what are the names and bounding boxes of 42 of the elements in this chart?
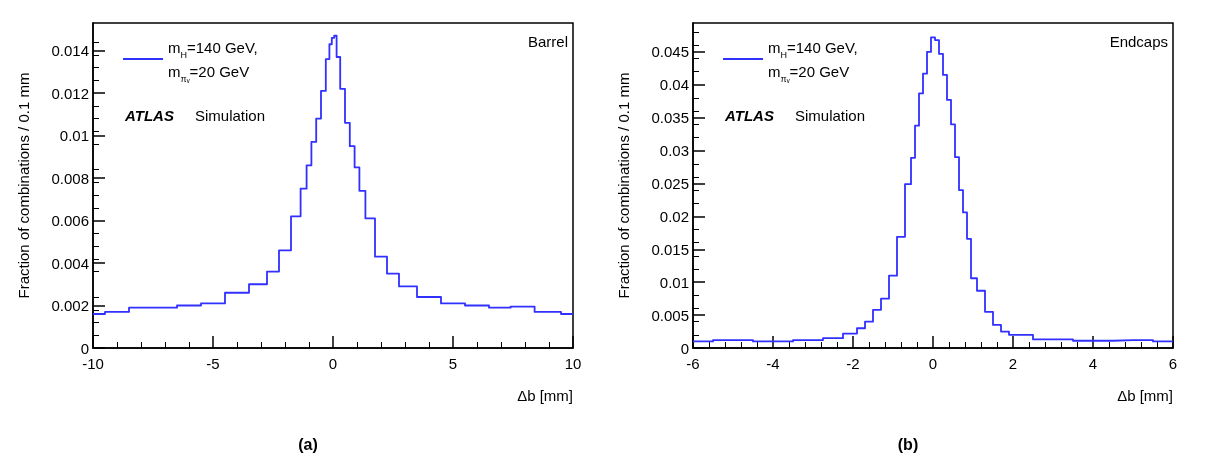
x-tick-label: -6 xyxy=(686,355,700,372)
y-axis-title: Fraction of combinations / 0.1 mm xyxy=(15,72,32,299)
y-tick-label: 0.004 xyxy=(51,254,89,272)
x-tick-label: 0 xyxy=(328,355,338,372)
x-tick-label: -5 xyxy=(206,355,220,372)
x-tick-label: 4 xyxy=(1088,355,1098,372)
y-tick-label: 0.01 xyxy=(59,127,89,145)
x-tick-label: -10 xyxy=(82,355,104,372)
y-tick-label: 0.035 xyxy=(651,109,689,127)
x-tick-label: 2 xyxy=(1008,355,1018,372)
y-axis-title: Fraction of combinations / 0.1 mm xyxy=(615,72,632,299)
x-axis-title: Δb [mm] xyxy=(517,387,573,404)
y-tick-label: 0.04 xyxy=(659,76,689,94)
y-tick-label: 0 xyxy=(80,339,89,357)
text: (b) xyxy=(897,435,919,453)
y-tick-label: 0.012 xyxy=(51,84,89,102)
y-tick-label: 0.006 xyxy=(51,212,89,230)
annotation: ATLAS xyxy=(724,107,774,124)
x-tick-label: 5 xyxy=(448,355,458,372)
y-tick-label: 0.02 xyxy=(659,207,689,225)
x-tick-label: 6 xyxy=(1168,355,1178,372)
y-tick-label: 0.03 xyxy=(659,142,689,160)
annotation: Simulation xyxy=(195,107,266,124)
y-tick-label: 0 xyxy=(680,339,689,357)
y-tick-label: 0.01 xyxy=(659,273,689,291)
x-tick-label: -2 xyxy=(846,355,860,372)
x-tick-label: -4 xyxy=(766,355,780,372)
annotation: Barrel xyxy=(527,33,568,50)
x-tick-label: 10 xyxy=(564,355,582,372)
annotation: ATLAS xyxy=(124,107,174,124)
y-tick-label: 0.025 xyxy=(651,175,689,193)
y-tick-label: 0.045 xyxy=(651,43,689,61)
annotation: Endcaps xyxy=(1109,33,1168,50)
x-tick-label: 0 xyxy=(928,355,938,372)
x-axis-title: Δb [mm] xyxy=(1117,387,1173,404)
text: (a) xyxy=(298,435,318,453)
y-tick-label: 0.002 xyxy=(51,297,89,315)
y-tick-label: 0.005 xyxy=(651,306,689,324)
y-tick-label: 0.014 xyxy=(51,42,89,60)
annotation: Simulation xyxy=(795,107,866,124)
y-tick-label: 0.015 xyxy=(651,240,689,258)
y-tick-label: 0.008 xyxy=(51,169,89,187)
